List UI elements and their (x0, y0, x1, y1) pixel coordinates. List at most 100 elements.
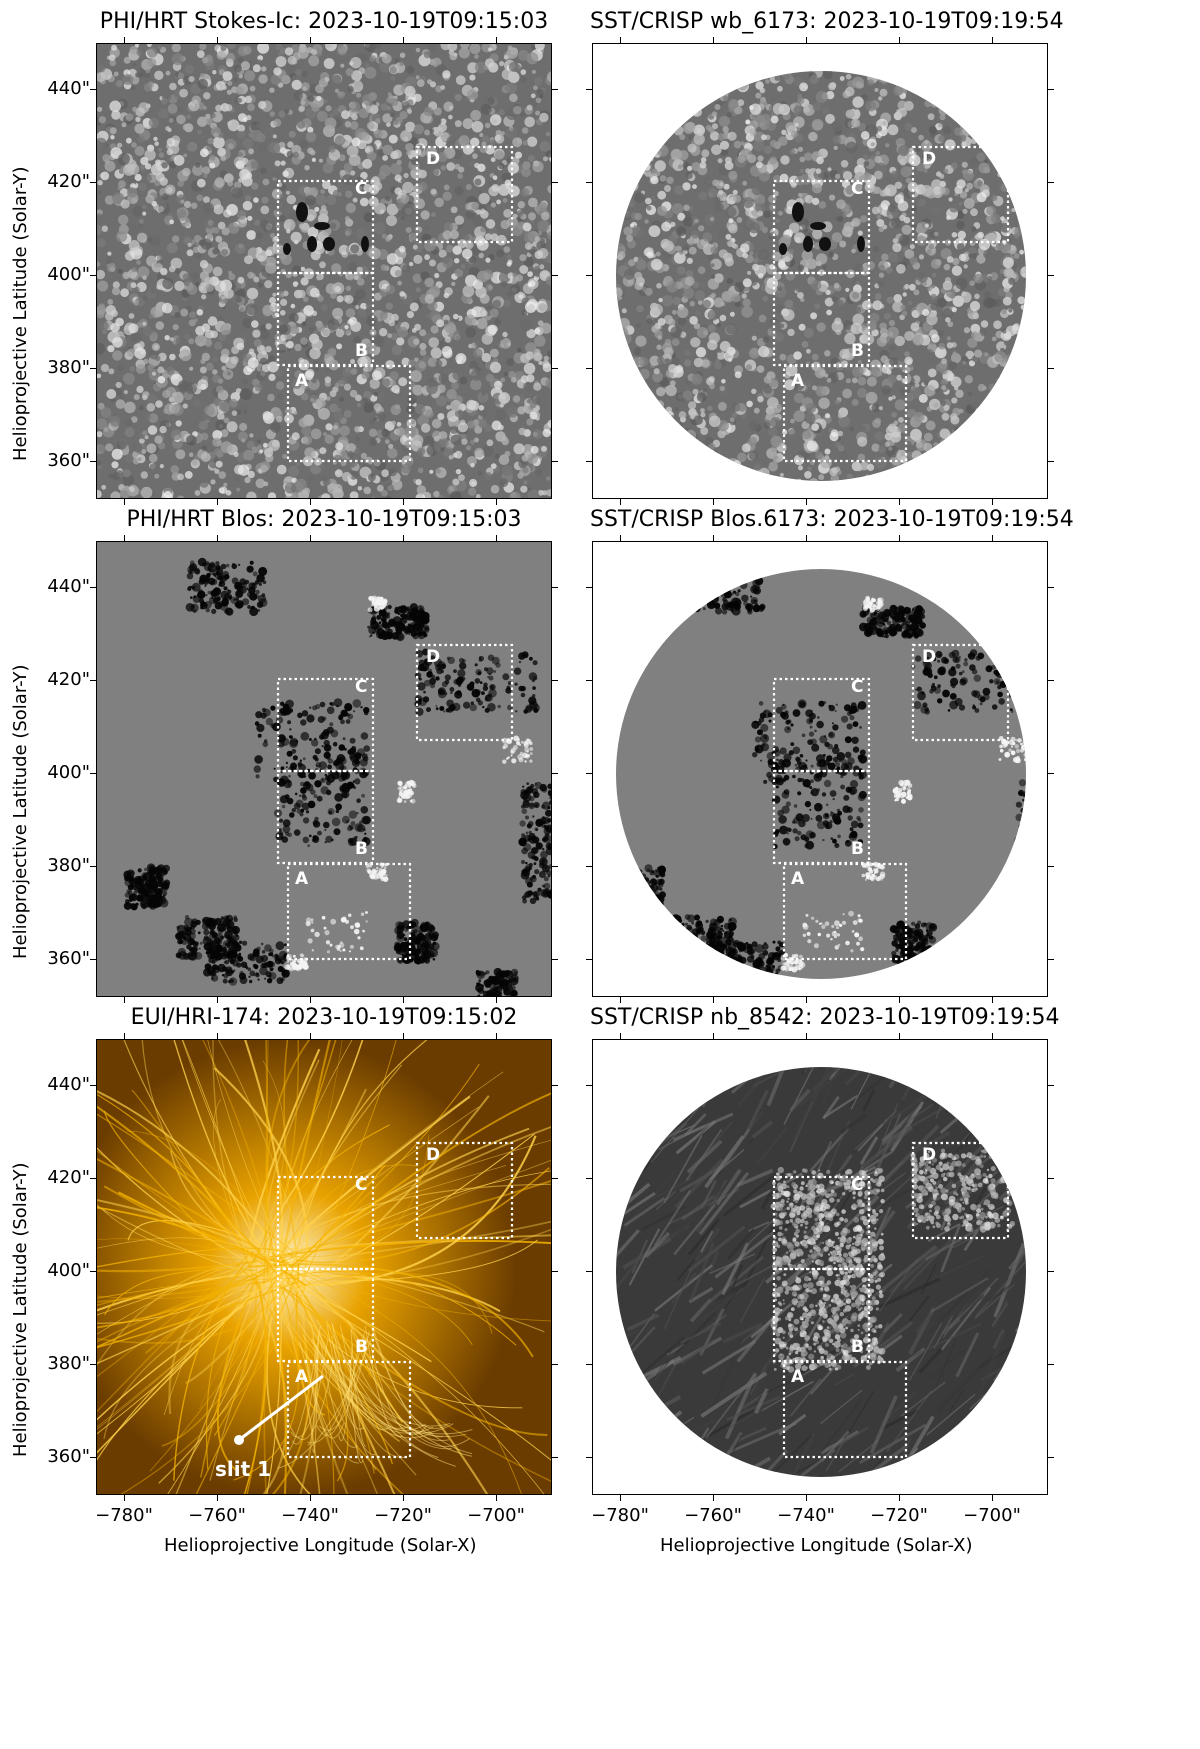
y-tick (90, 773, 96, 774)
x-tick (806, 1495, 807, 1501)
x-tick (620, 997, 621, 1003)
y-tick-label: 360" (30, 948, 90, 969)
roi-label-b: B (851, 1337, 864, 1357)
roi-label-c: C (355, 677, 367, 697)
x-tick-label: −740" (771, 1505, 841, 1526)
x-tick (496, 535, 497, 541)
roi-label-b: B (851, 341, 864, 361)
x-tick (899, 997, 900, 1003)
y-tick-label: 400" (30, 762, 90, 783)
x-tick-label: −700" (957, 1505, 1027, 1526)
roi-label-c: C (851, 179, 863, 199)
y-tick (552, 182, 558, 183)
y-tick (90, 866, 96, 867)
roi-label-a: A (295, 869, 309, 889)
y-tick (552, 368, 558, 369)
image-panel-p5: A B C Dslit 1 (96, 1039, 552, 1495)
roi-label-a: A (791, 1367, 805, 1387)
y-tick (586, 1457, 592, 1458)
x-tick-label: −720" (368, 1505, 438, 1526)
y-tick (586, 461, 592, 462)
x-tick-label: −780" (89, 1505, 159, 1526)
y-tick-label: 360" (30, 1446, 90, 1467)
x-tick (217, 997, 218, 1003)
x-tick (806, 499, 807, 505)
roi-label-b: B (355, 839, 368, 859)
y-tick (1048, 1457, 1054, 1458)
x-tick (310, 1033, 311, 1039)
y-tick (1048, 959, 1054, 960)
y-tick (552, 1364, 558, 1365)
y-tick (90, 1364, 96, 1365)
y-tick (90, 368, 96, 369)
x-tick (713, 499, 714, 505)
roi-label-c: C (851, 1175, 863, 1195)
x-tick (310, 535, 311, 541)
x-tick (806, 37, 807, 43)
y-tick (1048, 368, 1054, 369)
x-tick (124, 1495, 125, 1501)
panel-title: EUI/HRI-174: 2023-10-19T09:15:02 (94, 1005, 554, 1030)
panel-title: PHI/HRT Blos: 2023-10-19T09:15:03 (94, 507, 554, 532)
x-tick (899, 37, 900, 43)
y-tick-label: 420" (30, 1167, 90, 1188)
x-tick-label: −760" (678, 1505, 748, 1526)
roi-label-a: A (295, 371, 309, 391)
y-tick (586, 1085, 592, 1086)
y-tick (552, 1457, 558, 1458)
y-tick (1048, 773, 1054, 774)
x-tick (992, 997, 993, 1003)
x-tick-label: −760" (182, 1505, 252, 1526)
x-tick (992, 37, 993, 43)
x-tick (992, 1495, 993, 1501)
x-tick (806, 997, 807, 1003)
y-tick (90, 275, 96, 276)
x-tick-label: −740" (275, 1505, 345, 1526)
x-tick (217, 499, 218, 505)
y-tick (586, 1271, 592, 1272)
panel-title: SST/CRISP nb_8542: 2023-10-19T09:19:54 (590, 1005, 1050, 1030)
x-axis-title: Helioprojective Longitude (Solar-X) (164, 1535, 477, 1556)
y-tick (586, 89, 592, 90)
x-tick-label: −780" (585, 1505, 655, 1526)
y-tick (1048, 1178, 1054, 1179)
y-tick-label: 380" (30, 357, 90, 378)
y-tick (1048, 1085, 1054, 1086)
x-tick (217, 37, 218, 43)
y-tick (586, 368, 592, 369)
x-tick (403, 997, 404, 1003)
y-tick (1048, 680, 1054, 681)
x-tick (403, 1033, 404, 1039)
y-tick (552, 587, 558, 588)
image-panel-p6: A B C D (592, 1039, 1048, 1495)
x-tick (899, 1033, 900, 1039)
y-tick (586, 773, 592, 774)
y-tick (1048, 866, 1054, 867)
y-tick (90, 959, 96, 960)
y-tick (90, 182, 96, 183)
x-tick (992, 1033, 993, 1039)
x-tick (992, 535, 993, 541)
y-tick-label: 440" (30, 576, 90, 597)
y-tick (1048, 89, 1054, 90)
y-tick (90, 89, 96, 90)
x-tick (124, 997, 125, 1003)
y-tick (552, 89, 558, 90)
roi-label-c: C (355, 179, 367, 199)
roi-label-d: D (426, 149, 440, 169)
image-panel-p2: A B C D (592, 43, 1048, 499)
y-tick (586, 275, 592, 276)
x-tick (310, 997, 311, 1003)
x-tick-label: −720" (864, 1505, 934, 1526)
y-tick (552, 959, 558, 960)
y-tick-label: 380" (30, 855, 90, 876)
y-tick-label: 380" (30, 1353, 90, 1374)
y-tick (586, 866, 592, 867)
y-tick (90, 1457, 96, 1458)
x-axis-title: Helioprojective Longitude (Solar-X) (660, 1535, 973, 1556)
x-tick-label: −700" (461, 1505, 531, 1526)
roi-label-a: A (791, 371, 805, 391)
y-tick (552, 773, 558, 774)
image-panel-p4: A B C D (592, 541, 1048, 997)
roi-label-c: C (851, 677, 863, 697)
